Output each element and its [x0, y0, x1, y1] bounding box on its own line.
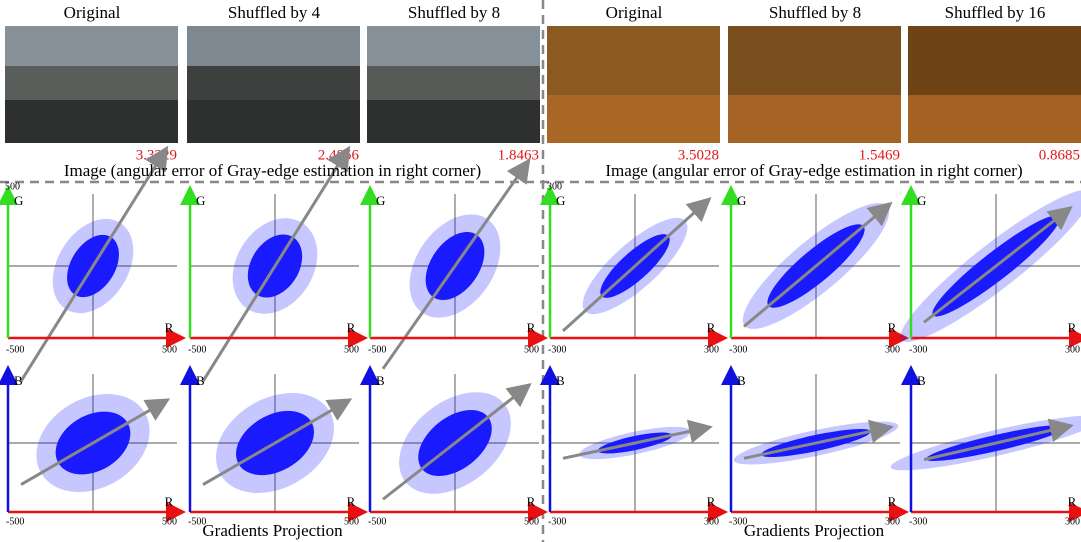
image-title: Shuffled by 4 [228, 3, 321, 22]
image-sky [5, 26, 178, 66]
x-min-label: -500 [188, 516, 206, 527]
y-axis-label: B [917, 373, 926, 388]
x-max-label: 500 [524, 344, 539, 355]
x-axis-label: R [165, 320, 174, 335]
x-min-label: -300 [548, 344, 566, 355]
x-axis-label: R [527, 494, 536, 509]
y-axis-label: G [556, 193, 565, 208]
x-max-label: 500 [162, 344, 177, 355]
image-caption: Image (angular error of Gray-edge estima… [605, 161, 1022, 180]
projection-arrow [743, 201, 893, 328]
y-axis-label: B [556, 373, 565, 388]
image-floor [908, 95, 1081, 143]
x-axis-label: R [888, 320, 897, 335]
projection-arrow [19, 145, 169, 383]
x-min-label: -500 [188, 344, 206, 355]
y-max-label: 300 [547, 181, 562, 192]
projection-arrow [202, 398, 353, 486]
x-max-label: 500 [344, 344, 359, 355]
x-max-label: 300 [885, 344, 900, 355]
x-min-label: -300 [729, 344, 747, 355]
error-value: 3.5028 [678, 147, 719, 163]
x-min-label: -300 [729, 516, 747, 527]
image-floor [728, 95, 901, 143]
x-max-label: 300 [1065, 344, 1080, 355]
x-max-label: 300 [1065, 516, 1080, 527]
x-axis-label: R [707, 320, 716, 335]
y-axis-label: G [376, 193, 385, 208]
y-max-label: 500 [5, 181, 20, 192]
x-min-label: -300 [909, 344, 927, 355]
y-axis-label: G [917, 193, 926, 208]
projection-arrow [923, 206, 1073, 324]
error-value: 1.8463 [498, 147, 539, 163]
x-max-label: 500 [524, 516, 539, 527]
error-value: 1.5469 [859, 147, 900, 163]
y-axis-label: B [376, 373, 385, 388]
image-road [5, 100, 178, 143]
image-title: Shuffled by 16 [945, 3, 1046, 22]
projection-arrow [562, 419, 713, 460]
x-axis-label: R [527, 320, 536, 335]
y-axis-label: G [737, 193, 746, 208]
projection-arrow [923, 418, 1074, 462]
image-floor [547, 95, 720, 143]
image-road [187, 100, 360, 143]
y-axis-label: B [14, 373, 23, 388]
x-max-label: 300 [704, 344, 719, 355]
image-sky [187, 26, 360, 66]
image-title: Original [64, 3, 121, 22]
plot-caption: Gradients Projection [744, 521, 885, 540]
x-min-label: -300 [909, 516, 927, 527]
error-value: 0.8685 [1039, 147, 1080, 163]
y-axis-label: B [737, 373, 746, 388]
y-axis-label: B [196, 373, 205, 388]
x-min-label: -500 [6, 516, 24, 527]
x-min-label: -500 [6, 344, 24, 355]
x-min-label: -300 [548, 516, 566, 527]
x-min-label: -500 [368, 516, 386, 527]
x-max-label: 500 [344, 516, 359, 527]
plot-caption: Gradients Projection [202, 521, 343, 540]
image-sky [367, 26, 540, 66]
x-axis-label: R [1068, 320, 1077, 335]
x-max-label: 300 [885, 516, 900, 527]
image-caption: Image (angular error of Gray-edge estima… [64, 161, 481, 180]
y-axis-label: G [14, 193, 23, 208]
projection-arrow [561, 197, 712, 332]
x-max-label: 300 [704, 516, 719, 527]
y-axis-label: G [196, 193, 205, 208]
x-max-label: 500 [162, 516, 177, 527]
projection-arrow [381, 158, 531, 370]
projection-arrow [201, 145, 351, 383]
projection-arrow [743, 419, 894, 460]
x-axis-label: R [165, 494, 174, 509]
projection-arrow [20, 398, 171, 486]
x-axis-label: R [347, 494, 356, 509]
x-min-label: -500 [368, 344, 386, 355]
projection-arrow [382, 383, 532, 501]
x-axis-label: R [707, 494, 716, 509]
x-axis-label: R [888, 494, 897, 509]
image-road [367, 100, 540, 143]
image-title: Shuffled by 8 [408, 3, 500, 22]
x-axis-label: R [1068, 494, 1077, 509]
x-axis-label: R [347, 320, 356, 335]
image-title: Original [606, 3, 663, 22]
image-title: Shuffled by 8 [769, 3, 861, 22]
